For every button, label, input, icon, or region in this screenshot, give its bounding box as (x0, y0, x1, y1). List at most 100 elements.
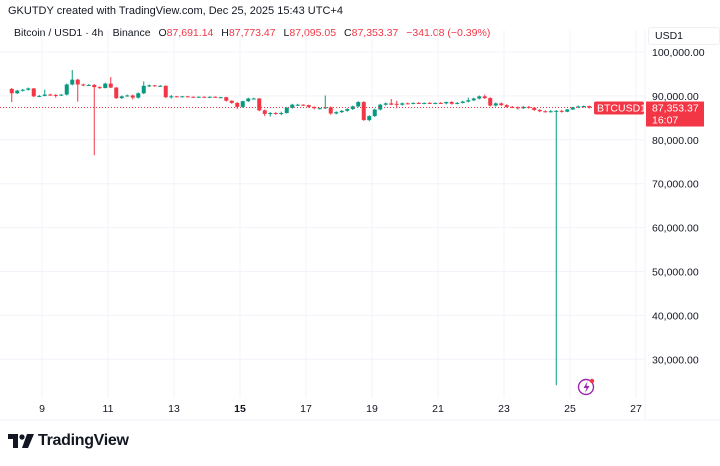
candle-body (438, 102, 443, 104)
candle-body (37, 95, 42, 97)
candle-up (323, 95, 328, 110)
candle-body (152, 85, 157, 87)
candle-down (262, 109, 267, 117)
candle-body (372, 109, 377, 117)
candle-body (213, 96, 218, 98)
candle-down (273, 112, 278, 115)
candle-body (240, 101, 245, 107)
candle-up (64, 83, 69, 96)
lightning-icon[interactable] (577, 378, 595, 396)
candle-body (350, 106, 355, 110)
candle-body (433, 102, 438, 104)
candle-up (268, 112, 273, 117)
candle-body (284, 107, 289, 114)
x-tick-label: 9 (39, 403, 45, 415)
candle-up (378, 103, 383, 111)
candles (9, 69, 592, 386)
candle-body (31, 88, 36, 97)
candle-body (521, 106, 526, 109)
currency-unit[interactable]: USD1 (648, 27, 720, 45)
candle-body (455, 102, 460, 104)
candle-body (26, 88, 31, 90)
high-value: 87,773.47 (228, 27, 276, 39)
candle-body (48, 94, 53, 96)
candle-body (81, 84, 86, 86)
candle-body (328, 107, 333, 114)
candle-down (92, 84, 97, 156)
grid (0, 30, 720, 421)
candle-body (125, 95, 130, 97)
candle-body (488, 98, 493, 106)
candle-up (367, 115, 372, 122)
candle-body (75, 79, 80, 85)
candle-body (42, 94, 47, 96)
candle-body (345, 109, 350, 111)
candle-down (499, 102, 504, 106)
close-value: 87,353.37 (351, 27, 399, 39)
candle-body (367, 116, 372, 121)
candle-body (53, 95, 58, 97)
candle-body (86, 84, 91, 86)
candle-up (147, 84, 152, 88)
candle-body (268, 113, 273, 115)
tradingview-logo-icon (8, 434, 34, 448)
candle-body (532, 107, 537, 110)
candle-up (356, 101, 361, 108)
brand-name: TradingView (38, 432, 129, 449)
candle-down (559, 109, 564, 113)
candle-body (471, 98, 476, 101)
candle-body (427, 102, 432, 104)
candle-up (372, 108, 377, 117)
candle-body (70, 79, 75, 85)
candle-body (279, 113, 284, 115)
candle-body (9, 88, 14, 94)
candle-body (218, 97, 223, 99)
x-tick-label: 19 (366, 403, 378, 415)
candle-down (405, 102, 410, 105)
candle-body (477, 96, 482, 99)
candle-body (97, 87, 102, 89)
candle-up (158, 84, 163, 87)
candle-up (169, 95, 174, 99)
candle-body (323, 107, 328, 109)
y-tick-label: 60,000.00 (652, 223, 699, 235)
y-tick-label: 40,000.00 (652, 310, 699, 322)
candle-body (147, 85, 152, 87)
candle-body (59, 94, 64, 96)
bar-countdown: 16:07 (652, 115, 678, 127)
candle-up (37, 95, 42, 98)
x-tick-label: 23 (498, 403, 510, 415)
candle-down (416, 102, 421, 104)
candle-down (389, 98, 394, 106)
candle-down (488, 97, 493, 107)
candle-body (317, 108, 322, 110)
candle-body (416, 102, 421, 104)
chart-credit: GKUTDY created with TradingView.com, Dec… (8, 5, 343, 17)
candle-up (125, 94, 130, 97)
time-axis: 9 11 13 15 17 19 21 23 25 27 (39, 403, 642, 415)
candle-body (339, 110, 344, 113)
candle-up (477, 95, 482, 100)
price-axis: 100,000.00 90,000.00 80,000.00 70,000.00 60,… (652, 47, 705, 366)
candle-down (213, 96, 218, 98)
candle-up (455, 102, 460, 105)
x-tick-label: 15 (234, 403, 246, 415)
candle-up (433, 102, 438, 105)
candle-body (141, 85, 146, 94)
last-price-text: 87,353.37 (652, 103, 699, 115)
last-price-label (646, 101, 704, 127)
candle-up (26, 87, 31, 91)
candle-body (449, 102, 454, 104)
candle-body (235, 102, 240, 107)
candle-up (493, 102, 498, 107)
candle-body (15, 90, 20, 94)
candle-down (108, 77, 113, 88)
candle-up (59, 94, 64, 96)
symbol-info[interactable]: Bitcoin / USD1 · 4h · Binance (14, 27, 151, 39)
candle-body (262, 110, 267, 114)
candle-body (180, 96, 185, 98)
candle-down (202, 96, 207, 98)
candle-up (86, 84, 91, 86)
candle-body (576, 106, 581, 108)
